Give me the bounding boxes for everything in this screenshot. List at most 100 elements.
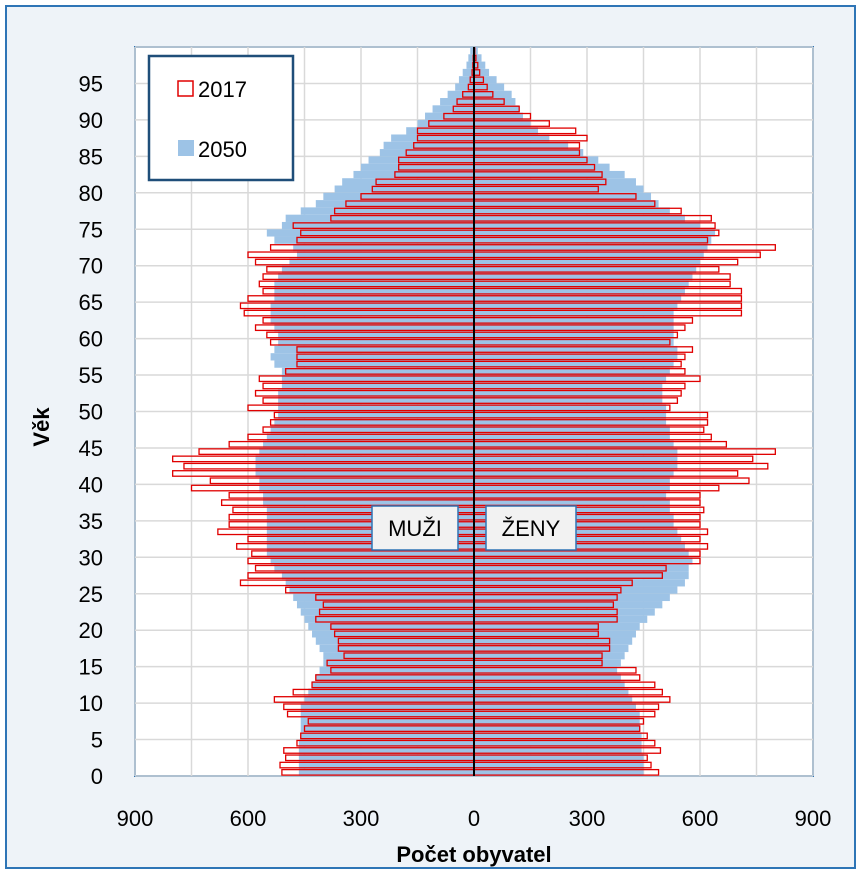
bar-2050-male	[304, 615, 474, 623]
bar-2050-male	[266, 506, 474, 514]
x-tick-label: 0	[468, 806, 480, 831]
bar-2050-female	[474, 426, 670, 434]
bar-2050-male	[281, 571, 474, 580]
bar-2050-female	[474, 593, 670, 602]
y-tick-label: 30	[79, 545, 103, 570]
bar-2050-female	[474, 345, 678, 354]
label-male-text: MUŽI	[388, 516, 442, 541]
bar-2050-male	[270, 302, 474, 310]
bar-2050-male	[379, 149, 474, 157]
bar-2050-male	[353, 170, 474, 179]
bar-2050-male	[462, 68, 474, 77]
y-tick-label: 25	[79, 582, 103, 607]
bar-2050-female	[474, 564, 689, 572]
bar-2050-female	[474, 447, 678, 456]
bar-2050-male	[361, 163, 474, 171]
bar-2050-female	[474, 353, 678, 361]
bar-2050-female	[474, 331, 674, 339]
bar-2050-male	[289, 258, 474, 266]
bar-2050-female	[474, 542, 685, 551]
bar-2050-female	[474, 615, 648, 623]
bar-2050-male	[342, 178, 474, 186]
bar-2050-male	[300, 717, 474, 725]
x-tick-label: 900	[795, 806, 832, 831]
bar-2050-female	[474, 389, 663, 397]
bar-2050-male	[319, 644, 474, 653]
series-2050	[255, 47, 716, 776]
bar-2050-female	[474, 54, 482, 62]
bar-2050-male	[278, 411, 474, 419]
bar-2050-male	[298, 746, 474, 755]
bar-2050-male	[278, 331, 474, 339]
bar-2050-female	[474, 149, 584, 157]
bar-2050-male	[323, 652, 474, 660]
y-tick-label: 65	[79, 290, 103, 315]
bar-2050-female	[474, 127, 539, 135]
bar-2050-female	[474, 630, 636, 638]
bar-2050-male	[255, 469, 474, 478]
bar-2050-female	[474, 112, 523, 120]
bar-2050-female	[474, 309, 674, 317]
bar-2050-male	[259, 447, 474, 456]
label-female: ŽENY	[485, 505, 577, 551]
bar-2050-male	[281, 221, 474, 230]
bar-2050-male	[270, 309, 474, 317]
y-tick-label: 20	[79, 618, 103, 643]
bar-2050-male	[270, 557, 474, 565]
bar-2050-female	[474, 703, 636, 711]
bar-2050-female	[474, 156, 599, 164]
bar-2050-female	[474, 484, 670, 492]
bar-2050-female	[474, 243, 708, 252]
label-male: MUŽI	[371, 505, 459, 551]
bar-2050-female	[474, 622, 640, 631]
y-axis-title: Věk	[29, 407, 54, 447]
bar-2050-female	[474, 265, 697, 273]
bar-2050-male	[298, 768, 474, 776]
bar-2050-female	[474, 601, 663, 609]
y-tick-label: 70	[79, 254, 103, 279]
bar-2050-female	[474, 404, 667, 412]
bar-2050-male	[304, 695, 474, 704]
bar-2050-female	[474, 302, 678, 310]
bar-2050-female	[474, 178, 636, 186]
bar-2050-male	[274, 360, 474, 368]
bar-2050-male	[323, 659, 474, 667]
y-tick-label: 55	[79, 363, 103, 388]
bar-2050-female	[474, 666, 618, 674]
bar-2050-female	[474, 739, 642, 747]
bar-2050-female	[474, 214, 685, 222]
bar-2050-male	[300, 207, 474, 215]
bar-2050-female	[474, 550, 689, 558]
bar-2050-female	[474, 83, 505, 91]
bar-2050-male	[285, 579, 474, 587]
legend: 2017 2050	[147, 54, 295, 182]
bar-2050-female	[474, 673, 621, 682]
bar-2050-male	[266, 550, 474, 558]
legend-label-2017: 2017	[198, 77, 247, 102]
bar-2050-female	[474, 732, 642, 740]
bar-2050-male	[266, 535, 474, 543]
bar-2050-male	[266, 542, 474, 551]
bar-2050-female	[474, 229, 716, 237]
bar-2050-male	[274, 564, 474, 572]
bar-2050-female	[474, 659, 621, 667]
bar-2050-female	[474, 469, 674, 478]
bar-2050-male	[383, 141, 474, 150]
y-tick-label: 40	[79, 472, 103, 497]
bar-2050-male	[368, 156, 474, 164]
bar-2050-male	[263, 498, 474, 507]
bar-2050-male	[300, 724, 474, 733]
bar-2050-male	[334, 185, 474, 193]
bar-2050-female	[474, 207, 670, 215]
bar-2050-male	[470, 47, 474, 55]
bar-2050-male	[278, 338, 474, 346]
bar-2050-female	[474, 462, 678, 470]
bar-2050-male	[266, 433, 474, 441]
bar-2050-male	[466, 61, 474, 69]
y-tick-label: 80	[79, 181, 103, 206]
bar-2050-male	[447, 90, 474, 99]
bar-2050-male	[281, 265, 474, 273]
bar-2050-female	[474, 382, 663, 390]
bar-2050-male	[270, 426, 474, 434]
bar-2050-male	[270, 353, 474, 361]
